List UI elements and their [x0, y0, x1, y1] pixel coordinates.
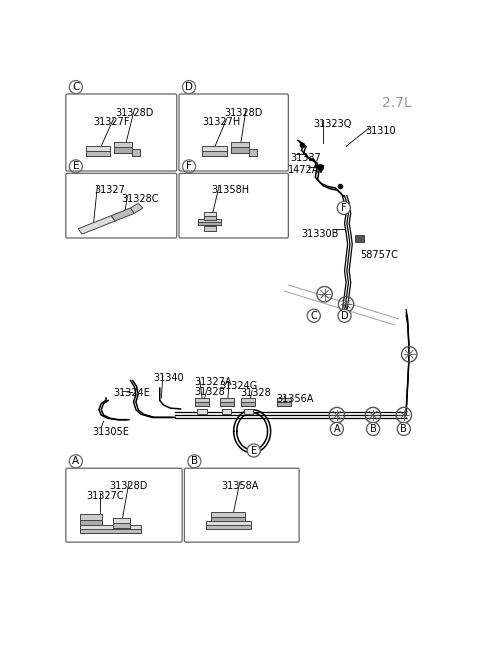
Circle shape — [247, 444, 260, 457]
Text: 31327A: 31327A — [194, 377, 232, 387]
Text: 58757C: 58757C — [360, 250, 398, 259]
Text: D: D — [341, 310, 348, 321]
Circle shape — [338, 309, 351, 322]
Bar — [81, 514, 102, 525]
Bar — [204, 227, 216, 231]
Bar — [195, 398, 209, 406]
Bar — [204, 212, 216, 219]
Bar — [197, 409, 207, 413]
Text: 31324G: 31324G — [219, 381, 257, 391]
Bar — [249, 149, 257, 157]
Bar — [206, 525, 251, 529]
Text: 1472AV: 1472AV — [288, 165, 326, 175]
Text: 31327F: 31327F — [94, 117, 130, 127]
Bar — [222, 409, 231, 413]
Text: F: F — [341, 203, 347, 213]
Text: 31340: 31340 — [154, 373, 184, 383]
Text: 31328D: 31328D — [110, 481, 148, 491]
Text: 31310: 31310 — [365, 126, 396, 136]
Bar — [81, 520, 102, 525]
Bar — [114, 141, 132, 153]
Bar — [277, 398, 291, 406]
Text: A: A — [334, 424, 340, 434]
Bar — [86, 151, 110, 156]
Bar — [86, 146, 110, 156]
Text: 31324E: 31324E — [114, 388, 150, 398]
Bar — [355, 235, 364, 242]
Bar — [206, 521, 251, 529]
Text: 31356A: 31356A — [277, 394, 314, 404]
Text: 31337: 31337 — [290, 153, 321, 162]
Bar — [230, 141, 249, 153]
FancyBboxPatch shape — [66, 94, 177, 171]
Text: 31358A: 31358A — [221, 481, 259, 491]
Text: B: B — [191, 457, 198, 466]
Bar — [81, 529, 141, 533]
Text: F: F — [186, 161, 192, 172]
Bar — [211, 517, 245, 521]
Text: 31328C: 31328C — [121, 194, 159, 204]
Polygon shape — [111, 208, 134, 221]
Text: E: E — [72, 161, 79, 172]
Bar — [211, 512, 245, 521]
Bar — [230, 147, 249, 153]
Bar — [132, 149, 140, 157]
Circle shape — [367, 422, 380, 436]
Circle shape — [307, 309, 320, 322]
Bar — [241, 402, 255, 406]
FancyBboxPatch shape — [179, 174, 288, 238]
Text: A: A — [72, 457, 79, 466]
Bar — [220, 398, 234, 406]
Bar — [113, 523, 130, 527]
Text: 31323Q: 31323Q — [313, 119, 351, 128]
FancyBboxPatch shape — [66, 468, 182, 542]
Bar — [198, 219, 221, 225]
Bar — [277, 402, 291, 406]
Text: 31327H: 31327H — [202, 117, 240, 127]
Text: D: D — [185, 82, 193, 92]
FancyBboxPatch shape — [179, 94, 288, 171]
Circle shape — [330, 422, 343, 436]
Bar — [202, 151, 227, 156]
Text: 31328D: 31328D — [225, 108, 263, 118]
Text: 31327C: 31327C — [86, 491, 123, 501]
Bar — [114, 147, 132, 153]
Text: E: E — [251, 445, 257, 455]
Text: C: C — [72, 82, 80, 92]
FancyBboxPatch shape — [184, 468, 299, 542]
Bar — [244, 409, 253, 413]
Bar — [241, 398, 255, 406]
Bar — [202, 146, 227, 156]
FancyBboxPatch shape — [66, 174, 177, 238]
Bar — [204, 215, 216, 219]
Text: 31327: 31327 — [94, 185, 125, 195]
Text: 31328: 31328 — [194, 386, 225, 396]
Text: 31305E: 31305E — [92, 426, 129, 437]
Text: 31328D: 31328D — [115, 108, 154, 118]
Bar — [81, 525, 141, 533]
Bar — [113, 518, 130, 527]
Circle shape — [337, 202, 350, 214]
Text: C: C — [311, 310, 317, 321]
Text: B: B — [370, 424, 376, 434]
Text: B: B — [400, 424, 407, 434]
Polygon shape — [131, 203, 143, 214]
Bar — [195, 402, 209, 406]
Bar — [220, 402, 234, 406]
Polygon shape — [78, 215, 115, 234]
Text: 31358H: 31358H — [211, 185, 250, 195]
Circle shape — [397, 422, 410, 436]
Text: 2.7L: 2.7L — [382, 96, 411, 109]
Text: 31328: 31328 — [240, 388, 271, 398]
Text: 31330B: 31330B — [301, 229, 339, 239]
Bar — [198, 222, 221, 225]
